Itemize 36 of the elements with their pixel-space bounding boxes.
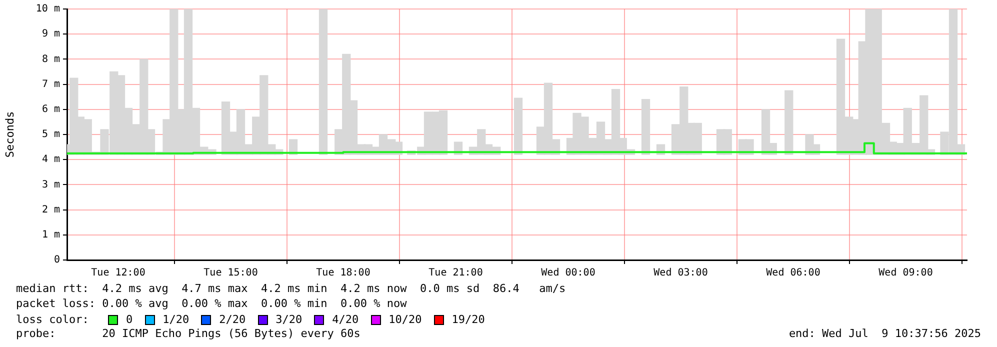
y-axis-title: Seconds (3, 111, 16, 158)
text: median rtt: 4.2 ms avg 4.7 ms max 4.2 ms min 4.2 ms now 0.0 ms sd 86.4 am/s (15, 282, 567, 297)
legend-label: 0 (126, 313, 133, 326)
bar (784, 90, 794, 155)
text: probe: 20 ICMP Echo Pings (56 Bytes) every 60s (16, 327, 360, 342)
x-tick-label: Tue 18:00 (316, 268, 370, 279)
y-tick-label: 8 m (42, 54, 60, 65)
x-tick-label: Wed 06:00 (766, 268, 820, 279)
legend-label: 10/20 (388, 313, 422, 326)
text: packet loss: 0.00 % avg 0.00 % max 0.00 % min 0.00 % now (15, 297, 408, 312)
text: end: Wed Jul 9 10:37:56 2025 (788, 327, 981, 342)
x-tick-label: Tue 21:00 (428, 268, 483, 279)
y-tick-label: 0 (54, 254, 60, 266)
bar (641, 99, 650, 155)
legend-label: 4/20 (332, 313, 359, 326)
bar (318, 9, 328, 155)
legend-label: 1/20 (162, 313, 190, 326)
x-tick-label: Tue 15:00 (204, 268, 258, 279)
x-tick-label: Wed 09:00 (878, 268, 933, 279)
legend-label: 19/20 (452, 313, 485, 326)
y-tick-label: 3 m (42, 179, 60, 190)
y-tick-label: 2 m (42, 204, 60, 216)
y-tick-label: 9 m (42, 28, 60, 40)
y-tick-label: 7 m (42, 78, 60, 90)
y-tick-label: 5 m (42, 129, 60, 140)
legend-label: 3/20 (276, 313, 302, 326)
legend-title: loss color: (16, 313, 90, 326)
y-tick-label: 10 m (36, 4, 60, 15)
x-tick-label: Wed 03:00 (654, 268, 708, 279)
y-tick-label: 4 m (42, 154, 60, 166)
y-tick-label: 1 m (42, 229, 60, 240)
legend-label: 2/20 (219, 313, 246, 326)
x-tick-label: Tue 12:00 (91, 268, 146, 279)
x-tick-label: Wed 00:00 (541, 268, 596, 279)
y-tick-label: 6 m (42, 104, 60, 115)
bar (514, 98, 523, 155)
